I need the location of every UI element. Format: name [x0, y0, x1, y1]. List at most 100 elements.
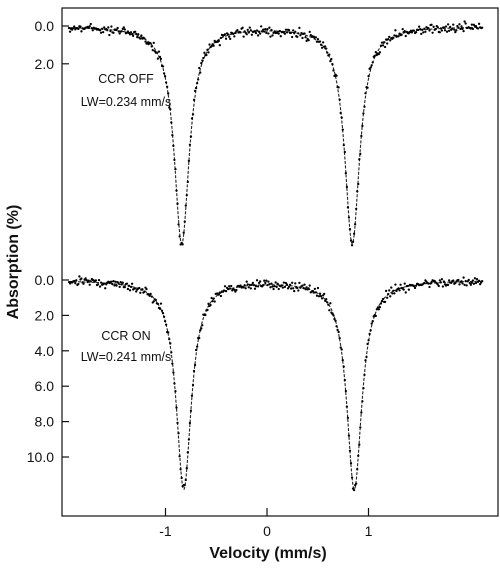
data-point [369, 66, 372, 69]
data-point [191, 113, 195, 116]
data-point [119, 281, 122, 284]
data-point [197, 78, 200, 81]
data-point [242, 35, 245, 38]
data-point [374, 314, 377, 318]
data-point [226, 287, 230, 291]
data-point [317, 295, 321, 298]
data-point [246, 28, 249, 31]
data-point [91, 29, 94, 32]
data-point [73, 279, 76, 283]
data-point [366, 342, 369, 346]
data-point [350, 244, 354, 247]
data-point [457, 26, 460, 29]
data-point [77, 282, 80, 286]
data-point [82, 282, 85, 285]
data-point [245, 280, 248, 283]
data-point [195, 345, 199, 348]
data-point [218, 291, 222, 294]
data-point [346, 206, 350, 209]
data-point [304, 36, 307, 39]
data-point [88, 283, 91, 286]
data-point [143, 290, 146, 293]
data-point [74, 282, 77, 285]
data-point [253, 30, 257, 33]
data-point [367, 75, 370, 78]
data-point [446, 23, 450, 26]
data-point [464, 22, 467, 25]
data-point [378, 51, 382, 54]
data-point [249, 29, 252, 32]
annotation-ccr-off-line2: LW=0.234 mm/s [81, 95, 171, 109]
data-point [388, 35, 391, 39]
data-point [278, 29, 281, 33]
data-point [100, 27, 104, 30]
data-point [308, 30, 311, 34]
data-point [254, 32, 258, 35]
data-points-top [67, 20, 484, 247]
data-point [339, 111, 342, 115]
data-point [134, 30, 137, 33]
data-point [175, 406, 178, 409]
data-point [163, 75, 167, 78]
data-point [363, 373, 366, 377]
annotation-ccr-off-line1: CCR OFF [98, 72, 154, 86]
x-tick-label: 1 [365, 523, 373, 539]
data-point [191, 383, 195, 387]
data-point [223, 33, 227, 36]
data-point [123, 28, 126, 31]
data-point [469, 283, 472, 286]
data-point [107, 26, 110, 29]
data-point [268, 26, 271, 29]
data-point [177, 223, 180, 226]
data-point [472, 282, 476, 285]
data-point [256, 285, 260, 288]
data-point [352, 488, 356, 492]
data-point [179, 468, 182, 471]
data-point [226, 33, 230, 36]
data-point [250, 33, 254, 36]
data-point [159, 57, 163, 61]
data-point [423, 281, 426, 285]
data-point [266, 284, 269, 287]
data-point [151, 48, 154, 52]
data-point [254, 285, 258, 288]
data-point [357, 182, 360, 186]
data-point [379, 44, 383, 47]
data-point [169, 108, 172, 111]
data-point [126, 287, 130, 291]
data-point [264, 281, 267, 285]
data-point [187, 159, 191, 162]
data-point [183, 483, 186, 487]
data-point [109, 29, 112, 33]
data-point [335, 74, 338, 77]
fit-curve-bottom [69, 280, 483, 491]
data-point [336, 328, 339, 332]
data-point [461, 27, 464, 30]
axis-ticks: -1 0 10.02.00.02.04.06.08.010.0 [27, 18, 373, 539]
data-point [139, 291, 142, 294]
data-point [246, 283, 249, 286]
data-point [352, 232, 356, 235]
data-point [355, 207, 358, 210]
data-point [103, 26, 106, 29]
data-point [457, 278, 460, 282]
data-point [402, 288, 405, 291]
data-point [287, 285, 291, 288]
data-point [333, 317, 336, 321]
data-point [371, 61, 374, 64]
data-point [168, 337, 171, 341]
data-point [242, 286, 245, 289]
data-point [414, 284, 418, 287]
data-point [128, 289, 132, 292]
data-point [267, 280, 270, 283]
data-point [99, 31, 103, 34]
data-point [349, 239, 353, 242]
data-point [207, 51, 210, 54]
data-point [267, 32, 270, 35]
data-point [313, 287, 317, 291]
y-tick-label: 4.0 [35, 343, 55, 359]
data-point [73, 25, 76, 28]
data-point [350, 476, 354, 479]
data-point [346, 416, 350, 419]
data-point [280, 284, 283, 287]
